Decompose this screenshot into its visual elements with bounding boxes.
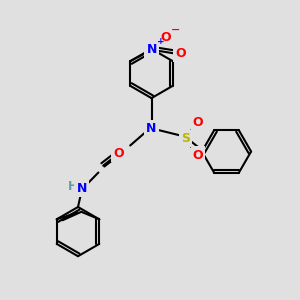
Text: S: S xyxy=(181,132,190,145)
Text: −: − xyxy=(171,25,181,35)
Text: N: N xyxy=(76,182,87,195)
Text: O: O xyxy=(193,116,203,129)
Text: N: N xyxy=(146,122,157,135)
Text: N: N xyxy=(147,43,157,56)
Text: O: O xyxy=(160,31,171,44)
Text: O: O xyxy=(193,148,203,162)
Text: H: H xyxy=(68,180,77,193)
Text: +: + xyxy=(157,37,164,46)
Text: O: O xyxy=(113,146,124,160)
Text: O: O xyxy=(176,47,186,60)
